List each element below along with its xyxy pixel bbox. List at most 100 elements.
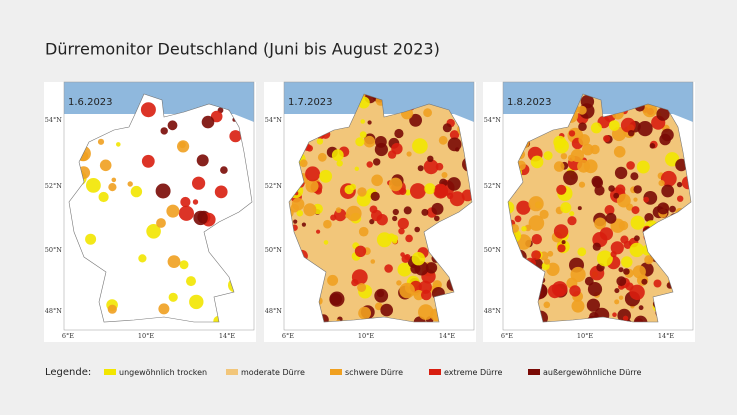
drought-patch [410, 263, 421, 274]
drought-patch [435, 162, 444, 171]
drought-patch [394, 128, 404, 139]
lat-label: 50°N [45, 246, 63, 254]
drought-patch [355, 137, 365, 147]
drought-patch [633, 197, 638, 202]
map-date: 1.6.2023 [68, 97, 113, 108]
drought-patch [397, 217, 409, 230]
drought-patch [192, 176, 206, 190]
drought-patch [554, 138, 569, 154]
drought-patch [336, 160, 343, 167]
drought-patch [130, 185, 143, 198]
legend-item: schwere Dürre [345, 368, 403, 377]
drought-patch [577, 159, 591, 173]
drought-patch [380, 303, 393, 317]
drought-patch [626, 161, 635, 170]
drought-patch [660, 170, 677, 187]
drought-patch [543, 301, 551, 309]
drought-patch [551, 281, 568, 297]
legend-label: Legende: [45, 367, 91, 378]
drought-patch [99, 159, 112, 172]
drought-patch [438, 135, 448, 145]
drought-patch [632, 265, 646, 279]
drought-patch [637, 121, 653, 137]
drought-patch [531, 250, 541, 260]
drought-patch [629, 242, 644, 258]
drought-patch [557, 244, 566, 253]
drought-patch [592, 177, 603, 189]
drought-patch [344, 185, 354, 195]
drought-patch [584, 276, 594, 286]
drought-patch [669, 205, 676, 213]
drought-patch [553, 224, 569, 239]
drought-patch [612, 312, 617, 317]
drought-patch [633, 315, 648, 322]
drought-patch [127, 181, 133, 187]
lon-label: 6°E [282, 332, 294, 340]
drought-patch [370, 259, 376, 264]
drought-patch [613, 146, 626, 158]
drought-patch [616, 276, 627, 287]
drought-patch [107, 304, 117, 314]
drought-patch [631, 206, 640, 215]
drought-patch [661, 184, 675, 198]
drought-patch [447, 177, 461, 191]
drought-patch [434, 215, 440, 222]
drought-patch [596, 250, 613, 267]
drought-patch [156, 218, 166, 228]
drought-patch [656, 107, 670, 121]
drought-patch [516, 200, 531, 215]
drought-patch [677, 195, 684, 202]
drought-patch [530, 155, 544, 169]
drought-patch [567, 216, 577, 226]
drought-patch [167, 120, 178, 131]
drought-patch [369, 219, 375, 225]
drought-patch [571, 299, 585, 313]
drought-patch [413, 289, 424, 301]
drought-patch [569, 211, 575, 217]
drought-patch [434, 184, 448, 198]
drought-patch [210, 110, 223, 123]
drought-patch [158, 303, 170, 315]
legend-item: ungewöhnlich trocken [119, 368, 207, 377]
lon-label: 14°E [658, 332, 675, 340]
legend-item: extreme Dürre [444, 368, 502, 377]
drought-patch [649, 143, 656, 149]
drought-patch [657, 202, 670, 215]
drought-patch [116, 142, 121, 147]
drought-patch [539, 209, 549, 219]
drought-patch [108, 183, 117, 192]
drought-patch [628, 130, 635, 137]
drought-patch [346, 205, 362, 222]
drought-patch [620, 117, 636, 133]
drought-patch [590, 122, 602, 134]
drought-patch [363, 135, 376, 148]
legend-swatch [226, 369, 238, 375]
lat-label: 52°N [265, 182, 283, 190]
drought-patch [604, 205, 615, 215]
drought-patch [563, 170, 578, 186]
drought-patch [397, 262, 412, 277]
lon-label: 14°E [219, 332, 236, 340]
drought-patch [618, 220, 629, 231]
drought-patch [329, 291, 345, 307]
drought-patch [299, 159, 308, 168]
drought-patch [366, 161, 373, 168]
drought-patch [168, 292, 178, 302]
border [68, 93, 253, 323]
drought-patch [111, 177, 117, 183]
lat-label: 48°N [45, 307, 63, 315]
lat-label: 50°N [265, 246, 283, 254]
drought-patch [179, 141, 186, 149]
map-frame [63, 81, 255, 331]
drought-patch [323, 219, 332, 229]
drought-patch [375, 136, 387, 148]
drought-patch [644, 255, 654, 265]
drought-patch [229, 130, 242, 143]
drought-patch [319, 169, 333, 183]
drought-patch [586, 298, 600, 312]
lat-label: 54°N [265, 116, 283, 124]
drought-patch [357, 283, 367, 292]
legend-swatch [429, 369, 441, 375]
border [507, 93, 692, 323]
drought-patch [603, 135, 611, 143]
